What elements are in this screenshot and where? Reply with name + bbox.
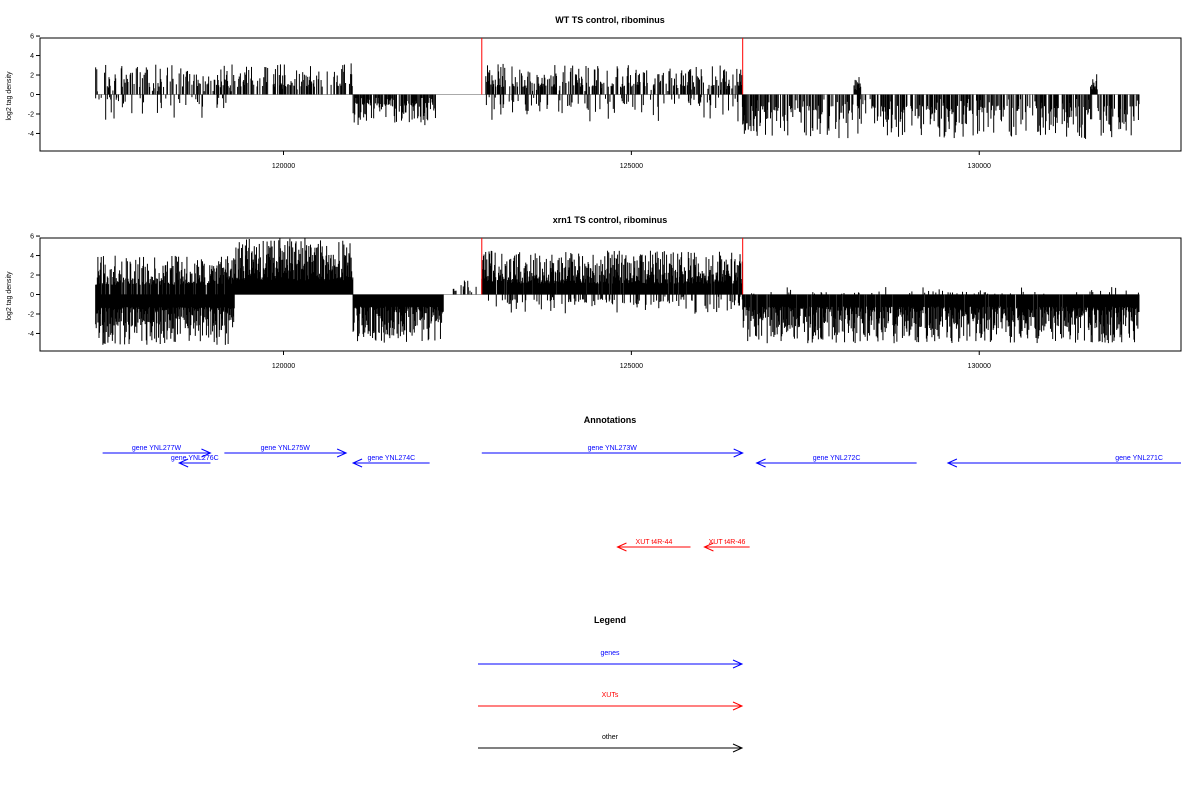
xrn1-ytick-label: 4: [30, 253, 34, 260]
annotation-label: gene YNL272C: [813, 455, 861, 462]
wt-ytick-label: 0: [30, 92, 34, 99]
legend-arrow-head: [732, 701, 744, 711]
annotation-features: gene YNL277W gene YNL276C gene YNL275W gene…: [102, 445, 1181, 552]
annotation-arrow-head: [336, 448, 348, 458]
annotation-arrow-head: [616, 542, 627, 552]
xrn1-ytick-label: 6: [30, 234, 34, 241]
annotation-arrow-head: [755, 458, 766, 468]
xrn1-markers: [481, 238, 744, 295]
annotation-arrow-head: [351, 458, 363, 468]
xrn1-xtick-label: 120000: [272, 363, 295, 370]
wt-xtick-label: 125000: [620, 163, 643, 170]
legend-arrow-head: [732, 659, 744, 669]
wt-ytick-label: 4: [30, 53, 34, 60]
annotation-label: gene YNL271C: [1115, 455, 1163, 462]
wt-ytick-label: 6: [30, 34, 34, 41]
xrn1-ytick-label: 2: [30, 273, 34, 280]
wt-panel-ylabel: log2 tag density: [6, 71, 13, 121]
annotation-label: gene YNL277W: [132, 445, 182, 452]
legend-label: other: [602, 734, 619, 741]
xrn1-xtick-label: 125000: [620, 363, 643, 370]
xrn1-x-axis: 120000 125000 130000: [272, 351, 991, 370]
wt-xtick-label: 120000: [272, 163, 295, 170]
annotation-label: gene YNL276C: [171, 455, 219, 462]
wt-markers: [481, 38, 744, 95]
xrn1-ytick-label: 0: [30, 292, 34, 299]
legend-title: Legend: [594, 615, 626, 625]
xrn1-ytick-label: -2: [28, 311, 34, 318]
annotations-title: Annotations: [584, 415, 637, 425]
xrn1-y-axis: -4 -2 0 2 4 6: [28, 234, 40, 338]
annotation-arrow-head: [177, 458, 189, 468]
wt-panel: WT TS control, ribominus log2 tag densit…: [6, 15, 1182, 170]
legend-label: genes: [600, 650, 620, 657]
xrn1-panel-ylabel: log2 tag density: [6, 271, 13, 321]
wt-ytick-label: -2: [28, 111, 34, 118]
annotation-label: XUT t4R-44: [636, 539, 673, 546]
legend-panel: Legend genes XUTs other: [478, 615, 744, 753]
legend-arrow-head: [732, 743, 744, 753]
wt-ytick-label: 2: [30, 73, 34, 80]
wt-panel-title: WT TS control, ribominus: [555, 15, 665, 25]
xrn1-panel: xrn1 TS control, ribominus log2 tag dens…: [6, 215, 1182, 370]
annotation-label: gene YNL274C: [367, 455, 415, 462]
annotation-arrow-head: [946, 458, 958, 468]
xrn1-panel-title: xrn1 TS control, ribominus: [553, 215, 668, 225]
wt-y-axis: -4 -2 0 2 4 6: [28, 34, 40, 138]
xrn1-ytick-label: -4: [28, 331, 34, 338]
annotation-label: gene YNL273W: [588, 445, 638, 452]
annotation-arrow-head: [201, 448, 212, 458]
wt-xtick-label: 130000: [968, 163, 991, 170]
wt-bars: [95, 63, 1140, 139]
wt-x-axis: 120000 125000 130000: [272, 151, 991, 170]
xrn1-bars: [95, 238, 1140, 345]
xrn1-xtick-label: 130000: [968, 363, 991, 370]
annotation-label: gene YNL275W: [261, 445, 311, 452]
annotation-arrow-head: [733, 448, 744, 458]
legend-items: genes XUTs other: [478, 650, 744, 753]
legend-label: XUTs: [602, 692, 619, 699]
annotation-label: XUT t4R-46: [709, 539, 746, 546]
annotation-arrow-head: [703, 542, 714, 552]
wt-ytick-label: -4: [28, 131, 34, 138]
